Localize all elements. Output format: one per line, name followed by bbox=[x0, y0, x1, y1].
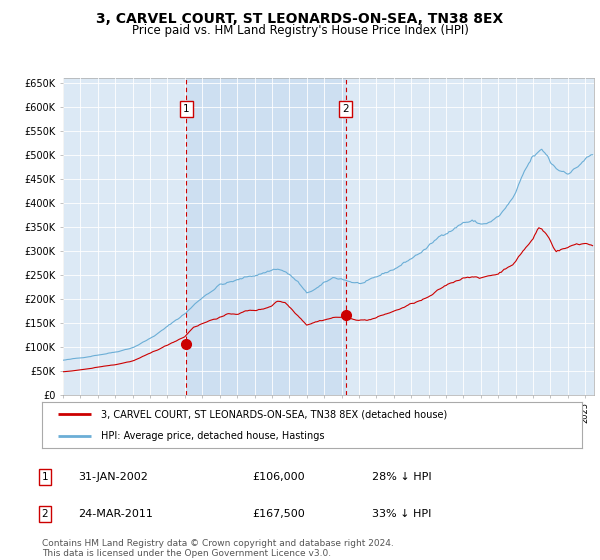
Bar bbox=[186, 78, 346, 395]
Text: 2: 2 bbox=[342, 104, 349, 114]
Text: Price paid vs. HM Land Registry's House Price Index (HPI): Price paid vs. HM Land Registry's House … bbox=[131, 24, 469, 37]
Text: 1: 1 bbox=[183, 104, 190, 114]
Text: 3, CARVEL COURT, ST LEONARDS-ON-SEA, TN38 8EX: 3, CARVEL COURT, ST LEONARDS-ON-SEA, TN3… bbox=[97, 12, 503, 26]
Text: 3, CARVEL COURT, ST LEONARDS-ON-SEA, TN38 8EX (detached house): 3, CARVEL COURT, ST LEONARDS-ON-SEA, TN3… bbox=[101, 409, 448, 419]
Text: £167,500: £167,500 bbox=[252, 509, 305, 519]
Text: 31-JAN-2002: 31-JAN-2002 bbox=[78, 472, 148, 482]
Text: 2: 2 bbox=[41, 509, 49, 519]
Text: HPI: Average price, detached house, Hastings: HPI: Average price, detached house, Hast… bbox=[101, 431, 325, 441]
Text: 24-MAR-2011: 24-MAR-2011 bbox=[78, 509, 153, 519]
Text: 28% ↓ HPI: 28% ↓ HPI bbox=[372, 472, 431, 482]
Text: 33% ↓ HPI: 33% ↓ HPI bbox=[372, 509, 431, 519]
Text: £106,000: £106,000 bbox=[252, 472, 305, 482]
Text: Contains HM Land Registry data © Crown copyright and database right 2024.
This d: Contains HM Land Registry data © Crown c… bbox=[42, 539, 394, 558]
Text: 1: 1 bbox=[41, 472, 49, 482]
